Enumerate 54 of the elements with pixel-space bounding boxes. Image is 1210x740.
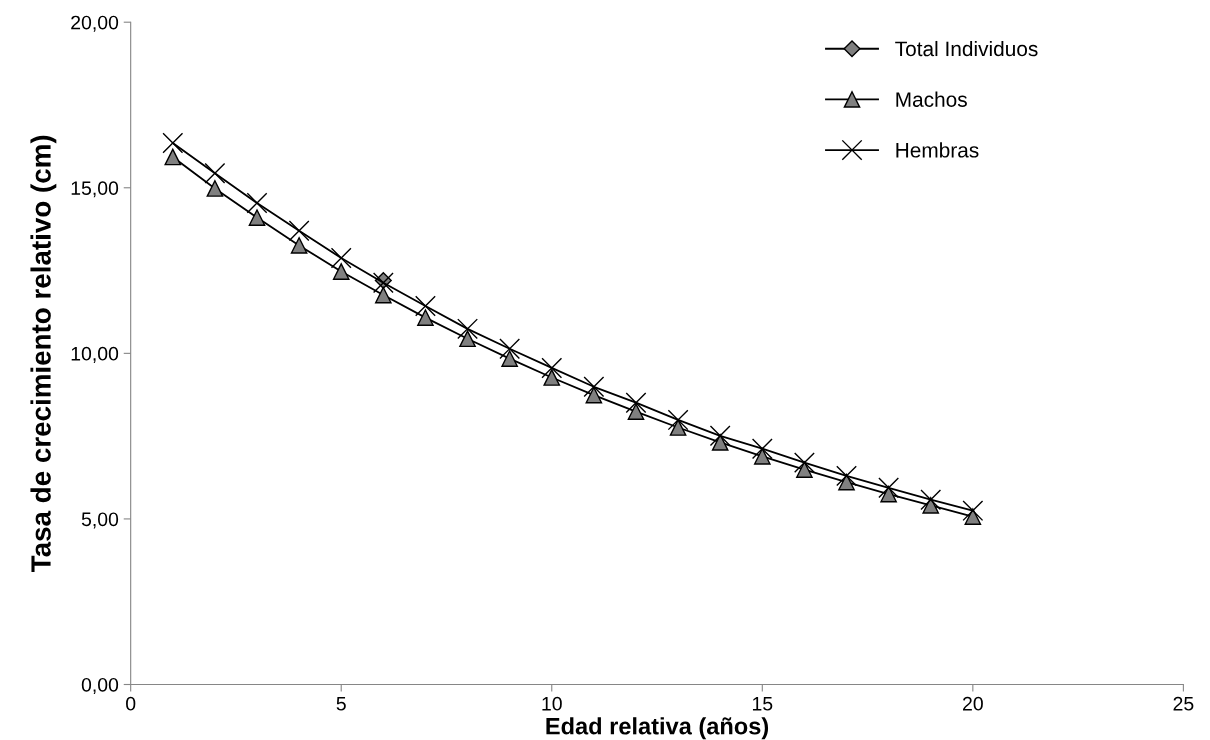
- legend-label: Total Individuos: [895, 40, 1038, 57]
- x-tick-label: 5: [336, 697, 346, 711]
- point: [836, 465, 857, 487]
- point: [288, 220, 310, 242]
- point: [753, 448, 771, 465]
- point: [332, 263, 350, 280]
- point: [669, 419, 687, 436]
- point: [964, 508, 982, 525]
- y-tick-label: 10,00: [71, 346, 119, 363]
- point: [793, 452, 815, 474]
- point: [204, 162, 226, 184]
- x-axis-title: Edad relativa (años): [546, 717, 769, 740]
- point: [417, 309, 434, 326]
- point: [962, 500, 984, 522]
- point: [711, 434, 729, 451]
- point: [164, 148, 182, 166]
- x-tick-label: 10: [542, 696, 562, 711]
- point: [499, 338, 521, 360]
- point: [246, 192, 268, 214]
- point: [751, 438, 773, 460]
- x-tick-label: 0: [126, 696, 136, 711]
- y-axis-title: Tasa de crecimiento relativo (cm): [30, 135, 57, 572]
- point: [415, 295, 436, 317]
- point: [330, 247, 352, 269]
- x-tick-label: 15: [752, 697, 773, 711]
- y-tick-label: 20,00: [71, 15, 119, 32]
- point: [374, 286, 392, 304]
- point: [162, 132, 184, 154]
- point: [541, 357, 563, 379]
- point: [920, 489, 942, 511]
- y-tick-label: 15,00: [71, 181, 119, 198]
- point: [627, 403, 645, 420]
- point: [878, 477, 900, 499]
- legend-label: Machos: [896, 91, 967, 107]
- point: [625, 392, 647, 414]
- point: [922, 497, 940, 514]
- point: [290, 237, 308, 254]
- x-tick-label: 25: [1173, 696, 1194, 711]
- legend-label: Hembras: [896, 142, 979, 158]
- point: [709, 425, 731, 447]
- point: [667, 409, 689, 431]
- point: [206, 180, 224, 197]
- point: [585, 386, 603, 404]
- point: [248, 209, 266, 226]
- point: [457, 318, 478, 340]
- x-tick-label: 20: [963, 696, 983, 711]
- point: [459, 330, 476, 348]
- point: [543, 369, 561, 386]
- point: [796, 461, 813, 478]
- point: [838, 473, 855, 491]
- y-tick-label: 0,00: [81, 677, 119, 695]
- point: [501, 350, 518, 367]
- point: [583, 376, 605, 398]
- y-tick-label: 5,00: [81, 512, 119, 529]
